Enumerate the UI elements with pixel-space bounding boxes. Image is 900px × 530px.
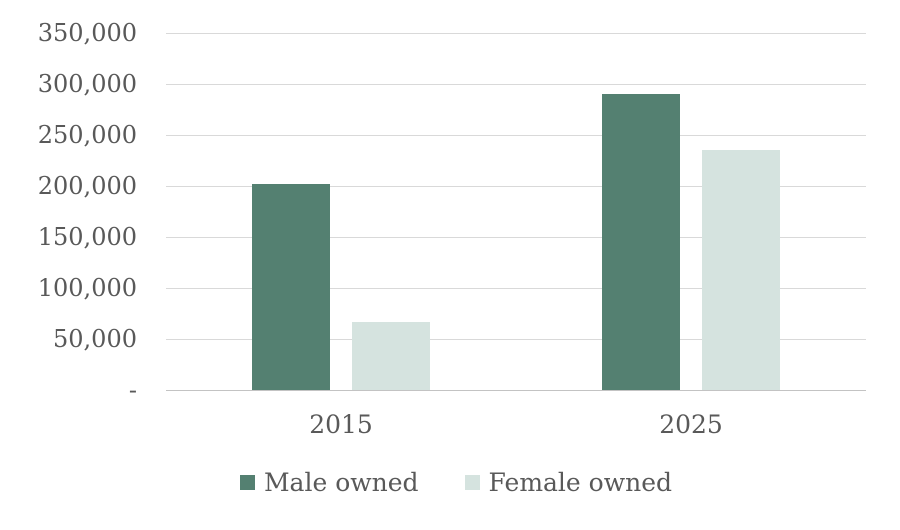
bar-male-owned-2025 <box>602 94 680 390</box>
y-tick-label: 250,000 <box>37 121 137 149</box>
gridline <box>166 288 866 289</box>
legend-item-male-owned: Male owned <box>239 468 419 497</box>
y-tick-label: 300,000 <box>37 70 137 98</box>
y-tick-label: 150,000 <box>37 223 137 251</box>
y-tick-label: 50,000 <box>53 325 137 353</box>
gridline <box>166 339 866 340</box>
gridline <box>166 33 866 34</box>
gridline <box>166 237 866 238</box>
y-tick-label: - <box>128 376 137 404</box>
legend: Male owned Female owned <box>0 468 900 497</box>
bar-male-owned-2015 <box>252 183 330 390</box>
x-axis-line <box>166 390 866 391</box>
y-tick-label: 200,000 <box>37 172 137 200</box>
legend-label: Female owned <box>488 468 673 497</box>
y-tick-label: 350,000 <box>37 19 137 47</box>
x-category-label: 2015 <box>309 410 373 439</box>
gridline <box>166 135 866 136</box>
bar-female-owned-2025 <box>702 150 780 390</box>
legend-label: Male owned <box>263 468 419 497</box>
legend-swatch-icon <box>464 475 480 490</box>
y-tick-label: 100,000 <box>37 274 137 302</box>
gridline <box>166 84 866 85</box>
plot-area <box>166 33 866 391</box>
gridline <box>166 186 866 187</box>
bar-female-owned-2015 <box>352 321 430 390</box>
legend-swatch-icon <box>239 475 255 490</box>
legend-item-female-owned: Female owned <box>464 468 673 497</box>
x-category-label: 2025 <box>659 410 723 439</box>
